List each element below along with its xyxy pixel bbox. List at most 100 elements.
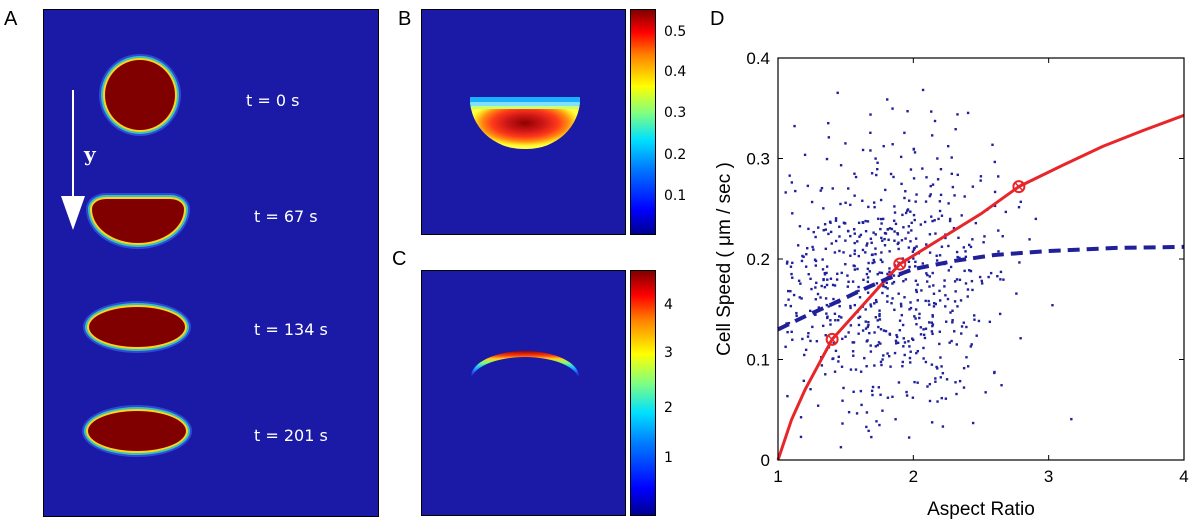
scatter-point (940, 245, 944, 248)
scatter-point (953, 300, 957, 303)
scatter-point (790, 181, 794, 184)
scatter-point (816, 292, 820, 296)
scatter-point (844, 263, 847, 266)
scatter-point (988, 320, 992, 324)
scatter-point (888, 270, 891, 274)
scatter-point (857, 323, 861, 327)
cell-shape-t0 (105, 60, 175, 130)
scatter-point (904, 237, 907, 240)
scatter-point (911, 250, 915, 253)
scatter-point (888, 333, 892, 336)
scatter-point (903, 296, 906, 299)
scatter-point (790, 272, 793, 276)
scatter-point (824, 228, 827, 231)
scatter-point (931, 323, 935, 326)
panel-a-field: t = 0 s t = 67 s t = 134 s t = 201 s y (43, 9, 379, 517)
scatter-point (928, 303, 931, 306)
scatter-point (869, 237, 873, 240)
cell-shape-t201 (88, 411, 186, 451)
scatter-point (866, 325, 869, 329)
scatter-point (893, 211, 897, 214)
scatter-point (898, 329, 902, 332)
scatter-point (922, 346, 925, 350)
scatter-point (842, 386, 845, 390)
scatter-point (817, 306, 821, 309)
scatter-point (991, 143, 994, 146)
scatter-point (839, 202, 842, 206)
scatter-point (884, 285, 887, 289)
scatter-point (971, 421, 975, 425)
scatter-point (881, 217, 885, 221)
scatter-point (904, 278, 908, 281)
scatter-points (784, 88, 1073, 449)
scatter-point (844, 335, 847, 338)
scatter-point (814, 298, 818, 301)
colorbar-c-tick: 1 (664, 450, 673, 466)
scatter-point (930, 134, 934, 137)
scatter-point (911, 338, 915, 342)
scatter-point (840, 271, 843, 275)
scatter-point (963, 269, 966, 273)
scatter-point (834, 219, 838, 222)
scatter-point (838, 315, 841, 318)
scatter-point (936, 400, 939, 403)
y-tick-label: 0.4 (746, 49, 770, 68)
scatter-point (925, 243, 928, 246)
scatter-point (940, 365, 943, 368)
scatter-point (963, 195, 966, 198)
scatter-point (934, 380, 937, 383)
scatter-point (885, 281, 888, 285)
scatter-point (863, 356, 866, 360)
scatter-point (1070, 417, 1073, 421)
scatter-point (902, 337, 905, 340)
scatter-point (867, 429, 870, 433)
scatter-point (971, 288, 974, 292)
scatter-point (878, 312, 881, 316)
scatter-point (861, 199, 864, 202)
scatter-point (836, 91, 839, 95)
scatter-point (999, 270, 1003, 274)
scatter-point (884, 329, 888, 333)
scatter-point (823, 273, 827, 276)
scatter-point (896, 242, 899, 246)
scatter-point (870, 389, 874, 393)
scatter-point (853, 249, 857, 252)
scatter-point (932, 284, 935, 287)
scatter-point (938, 254, 942, 257)
scatter-point (943, 279, 946, 282)
scatter-point (911, 396, 915, 399)
scatter-point (880, 271, 884, 275)
scatter-point (879, 342, 882, 345)
scatter-point (938, 342, 941, 346)
scatter-point (930, 110, 933, 113)
scatter-point (912, 257, 915, 260)
scatter-point (872, 231, 875, 234)
scatter-point (964, 250, 967, 253)
scatter-point (865, 272, 869, 276)
scatter-point (801, 337, 804, 341)
scatter-point (998, 312, 1002, 316)
scatter-point (872, 258, 875, 262)
scatter-point (815, 281, 818, 285)
scatter-point (933, 219, 936, 222)
scatter-point (908, 356, 912, 360)
scatter-point (847, 410, 851, 414)
scatter-point (869, 350, 873, 353)
scatter-point (899, 302, 903, 306)
scatter-point (931, 324, 934, 328)
scatter-point (899, 155, 903, 159)
scatter-point (880, 236, 883, 240)
scatter-point (861, 329, 865, 332)
scatter-point (934, 377, 937, 380)
scatter-point (907, 231, 910, 234)
scatter-point (823, 285, 827, 289)
scatter-point (819, 296, 822, 299)
scatter-point (908, 345, 911, 348)
scatter-point (853, 252, 856, 256)
time-label-67: t = 67 s (254, 207, 318, 226)
scatter-point (877, 341, 881, 344)
scatter-point (846, 285, 850, 288)
scatter-point (847, 331, 850, 334)
scatter-point (937, 217, 940, 221)
scatter-point (955, 343, 958, 346)
